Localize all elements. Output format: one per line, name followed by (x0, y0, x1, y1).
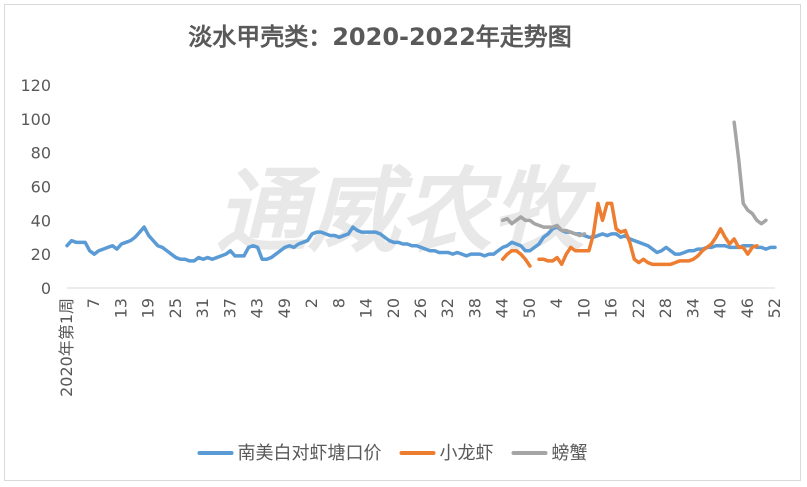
legend-item-2: 小龙虾 (399, 443, 494, 464)
x-tick-label: 16 (602, 298, 621, 318)
x-tick-label: 50 (520, 298, 539, 318)
series-segment (500, 249, 532, 268)
x-tick-label: 2 (302, 298, 321, 308)
y-tick-label: 20 (31, 245, 51, 264)
x-tick-label: 37 (220, 298, 239, 318)
x-tick-label: 44 (493, 298, 512, 318)
x-tick-label: 26 (411, 298, 430, 318)
chart-frame: 通威农牧 淡水甲壳类：2020-2022年走势图 0 20 40 60 80 100 120… (4, 4, 801, 481)
y-tick-label: 120 (20, 76, 51, 95)
series-segment (732, 120, 768, 226)
legend-item-3: 螃蟹 (511, 443, 588, 464)
x-tick-label: 34 (683, 298, 702, 318)
y-tick-label: 80 (31, 144, 51, 163)
y-tick-label: 60 (31, 178, 51, 197)
series-line-3 (500, 120, 768, 238)
x-tick-label: 22 (629, 298, 648, 318)
legend-label: 小龙虾 (440, 443, 494, 464)
x-tick-label: 10 (574, 298, 593, 318)
x-tick-label: 40 (711, 298, 730, 318)
series-segment (65, 225, 777, 263)
x-tick-label: 4 (547, 298, 566, 308)
x-tick-label: 49 (275, 298, 294, 318)
x-tick-label: 28 (656, 298, 675, 318)
series-segment (500, 215, 587, 238)
x-tick-label: 14 (357, 298, 376, 318)
legend-label: 螃蟹 (552, 443, 588, 464)
x-tick-label: 19 (139, 298, 158, 318)
x-tick-label: 25 (166, 298, 185, 318)
y-tick-label: 100 (20, 110, 51, 129)
x-tick-label: 46 (738, 298, 757, 318)
legend-label: 南美白对虾塘口价 (238, 443, 382, 464)
x-tick-label: 52 (765, 298, 784, 318)
x-tick-label: 7 (84, 298, 103, 308)
y-tick-label: 40 (31, 211, 51, 230)
x-tick-label: 32 (438, 298, 457, 318)
x-tick-label: 38 (465, 298, 484, 318)
x-tick-label: 2020年第1周 (57, 298, 76, 397)
x-tick-label: 43 (248, 298, 267, 318)
line-chart: 通威农牧 淡水甲壳类：2020-2022年走势图 0 20 40 60 80 100 120… (20, 23, 784, 464)
x-tick-label: 20 (384, 298, 403, 318)
x-tick-label: 8 (329, 298, 348, 308)
chart-title: 淡水甲壳类：2020-2022年走势图 (188, 23, 572, 51)
series-segment (537, 201, 759, 267)
x-tick-label: 31 (193, 298, 212, 318)
x-tick-label: 13 (111, 298, 130, 318)
series-line-2 (500, 201, 759, 268)
y-tick-label: 0 (41, 279, 51, 298)
legend-item-1: 南美白对虾塘口价 (197, 443, 382, 464)
series-line-1 (65, 225, 777, 263)
watermark: 通威农牧 (216, 158, 597, 265)
